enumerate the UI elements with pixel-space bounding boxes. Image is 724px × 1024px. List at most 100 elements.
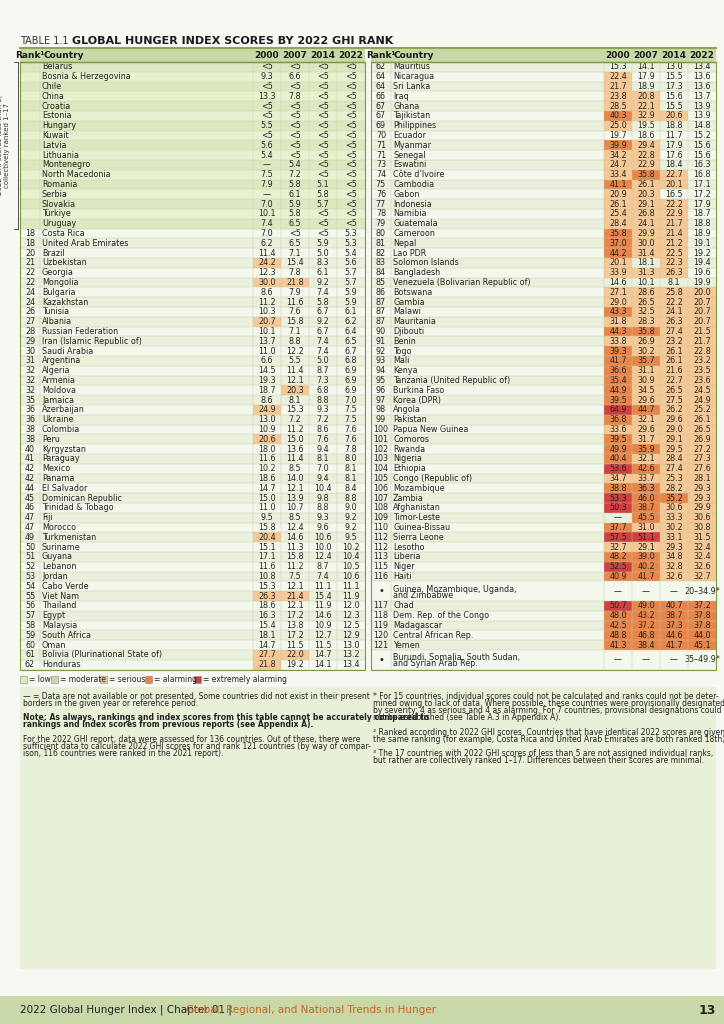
Bar [391, 434, 604, 444]
Bar [337, 444, 365, 454]
Text: 22.3: 22.3 [665, 258, 683, 267]
Bar [281, 473, 309, 483]
Bar [20, 62, 365, 670]
Bar [604, 316, 632, 327]
Bar [371, 140, 391, 151]
Bar [688, 219, 716, 228]
Text: 22.0: 22.0 [286, 650, 304, 659]
Text: <5: <5 [261, 82, 273, 91]
Bar [632, 562, 660, 571]
Text: <5: <5 [345, 189, 357, 199]
Text: 13.0: 13.0 [342, 641, 360, 649]
Text: 30.0: 30.0 [637, 239, 654, 248]
Text: 29.6: 29.6 [665, 415, 683, 424]
Bar [40, 151, 253, 160]
Text: 18.0: 18.0 [258, 444, 276, 454]
Text: 37.8: 37.8 [693, 611, 711, 621]
Text: 18.7: 18.7 [693, 209, 711, 218]
Text: 42.5: 42.5 [609, 621, 627, 630]
Text: 17.6: 17.6 [665, 151, 683, 160]
Text: 41.7: 41.7 [637, 572, 654, 581]
Text: 10.0: 10.0 [314, 543, 332, 552]
Bar [309, 248, 337, 258]
Bar [632, 366, 660, 376]
Bar [253, 91, 281, 101]
Bar [371, 189, 391, 200]
Text: 118: 118 [374, 611, 389, 621]
Bar [337, 278, 365, 288]
Text: 32.8: 32.8 [665, 562, 683, 571]
Text: 21.8: 21.8 [258, 660, 276, 670]
Bar [604, 151, 632, 160]
Bar [660, 640, 688, 650]
Text: Thailand: Thailand [42, 601, 76, 610]
Bar [337, 248, 365, 258]
Bar [604, 532, 632, 542]
Text: 17.2: 17.2 [286, 611, 304, 621]
Text: 13: 13 [699, 1004, 716, 1017]
Bar [371, 297, 391, 307]
Text: 29.3: 29.3 [665, 543, 683, 552]
Bar [337, 591, 365, 601]
Text: 24.1: 24.1 [665, 307, 683, 316]
Bar [337, 258, 365, 268]
Bar [660, 209, 688, 219]
Bar [632, 415, 660, 425]
Text: 64: 64 [376, 73, 386, 81]
Text: Malaysia: Malaysia [42, 621, 77, 630]
Text: Senegal: Senegal [393, 151, 426, 160]
Bar [100, 676, 107, 683]
Bar [309, 444, 337, 454]
Bar [688, 91, 716, 101]
Text: <5: <5 [261, 101, 273, 111]
Bar [337, 395, 365, 406]
Bar [309, 91, 337, 101]
Bar [309, 297, 337, 307]
Bar [0, 996, 724, 1024]
Text: 33.3: 33.3 [665, 513, 683, 522]
Bar [20, 288, 40, 297]
Text: <5: <5 [317, 62, 329, 72]
Bar [20, 48, 365, 62]
Text: 34.7: 34.7 [609, 474, 627, 483]
Text: 62: 62 [376, 62, 386, 72]
Text: Sri Lanka: Sri Lanka [393, 82, 430, 91]
Text: 7.2: 7.2 [316, 415, 329, 424]
Text: 13.6: 13.6 [694, 73, 711, 81]
Bar [253, 200, 281, 209]
Text: 38: 38 [25, 435, 35, 443]
Bar [371, 640, 391, 650]
Bar [632, 406, 660, 415]
Bar [688, 631, 716, 640]
Bar [371, 503, 391, 513]
Text: <5: <5 [317, 82, 329, 91]
Text: <5: <5 [289, 151, 301, 160]
Text: 35.4: 35.4 [609, 376, 627, 385]
Bar [40, 101, 253, 111]
Bar [688, 101, 716, 111]
Bar [371, 346, 391, 356]
Bar [281, 483, 309, 494]
Text: 26.1: 26.1 [609, 200, 627, 209]
Text: 12.1: 12.1 [286, 601, 304, 610]
Bar [371, 473, 391, 483]
Text: Costa Rica: Costa Rica [42, 229, 85, 238]
Text: 8.0: 8.0 [345, 455, 357, 464]
Text: 20.7: 20.7 [258, 317, 276, 327]
Text: 87: 87 [376, 317, 386, 327]
Bar [688, 582, 716, 601]
Bar [604, 562, 632, 571]
Text: 11.6: 11.6 [286, 298, 304, 306]
Bar [371, 121, 391, 131]
Bar [604, 140, 632, 151]
Text: 20.1: 20.1 [665, 180, 683, 189]
Bar [391, 532, 604, 542]
Bar [632, 111, 660, 121]
Bar [391, 170, 604, 179]
Text: Chile: Chile [42, 82, 62, 91]
Text: 5.0: 5.0 [316, 249, 329, 258]
Text: 5.9: 5.9 [289, 200, 301, 209]
Text: 27.7: 27.7 [258, 650, 276, 659]
Text: 40.9: 40.9 [609, 572, 627, 581]
Text: 13.9: 13.9 [693, 101, 711, 111]
